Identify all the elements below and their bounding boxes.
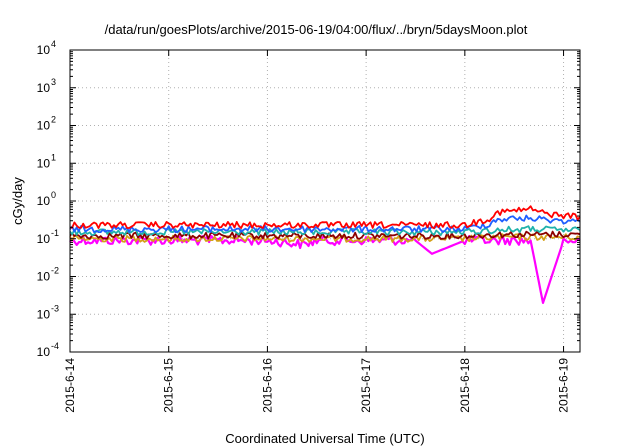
series-line xyxy=(69,225,581,237)
y-tick-exponent: -1 xyxy=(51,228,59,238)
x-axis: 2015-6-14 2015-6-15 2015-6-16 2015-6-17 2015… xyxy=(63,50,571,413)
y-tick-exponent: 4 xyxy=(51,39,56,49)
y-tick-exponent: 2 xyxy=(51,115,56,125)
x-tick-label: 2015-6-18 xyxy=(458,358,472,413)
y-tick-label: 10 xyxy=(37,307,51,321)
x-tick-label: 2015-6-16 xyxy=(260,358,274,413)
series-line xyxy=(69,214,581,234)
y-tick-exponent: -2 xyxy=(51,266,59,276)
x-tick-label: 2015-6-19 xyxy=(557,358,571,413)
grid xyxy=(70,50,580,352)
y-tick-exponent: 1 xyxy=(51,152,56,162)
y-tick-exponent: 3 xyxy=(51,77,56,87)
y-tick-label: 10 xyxy=(37,81,51,95)
series-line xyxy=(69,234,581,304)
y-tick-label: 10 xyxy=(37,232,51,246)
x-axis-label: Coordinated Universal Time (UTC) xyxy=(225,431,424,446)
chart-title: /data/run/goesPlots/archive/2015-06-19/0… xyxy=(105,22,528,37)
y-tick-label: 10 xyxy=(37,43,51,57)
y-tick-label: 10 xyxy=(37,194,51,208)
series-layer xyxy=(69,205,581,304)
y-tick-label: 10 xyxy=(37,119,51,133)
y-tick-label: 10 xyxy=(37,156,51,170)
x-tick-label: 2015-6-14 xyxy=(63,358,77,413)
series-line xyxy=(69,230,581,240)
x-tick-label: 2015-6-15 xyxy=(162,358,176,413)
x-tick-label: 2015-6-17 xyxy=(359,358,373,413)
y-tick-label: 10 xyxy=(37,270,51,284)
y-tick-exponent: -3 xyxy=(51,303,59,313)
y-axis-label: cGy/day xyxy=(10,177,25,225)
series-line xyxy=(69,205,581,230)
y-tick-exponent: -4 xyxy=(51,341,59,351)
y-tick-label: 10 xyxy=(37,345,51,359)
y-tick-exponent: 0 xyxy=(51,190,56,200)
